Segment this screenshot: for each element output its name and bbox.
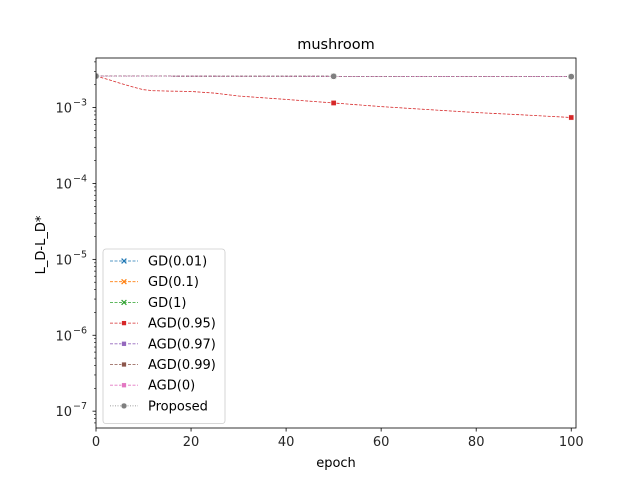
y-tick-label: 10 (55, 177, 72, 192)
series-agd-0-95-line (96, 75, 572, 118)
legend-gd-1-marker (121, 299, 127, 306)
x-tick-label: 100 (559, 435, 584, 450)
x-axis-label: epoch (316, 456, 356, 471)
legend-gd-0-1-label: GD(0.1) (148, 275, 199, 290)
legend-agd-0-97-label: AGD(0.97) (148, 337, 216, 352)
y-tick-exponent: −5 (73, 249, 87, 260)
legend-gd-0-01-label: GD(0.01) (148, 255, 207, 270)
legend-gd-1-label: GD(1) (148, 296, 187, 311)
y-tick-exponent: −6 (73, 325, 87, 336)
series-group (96, 72, 575, 121)
y-tick-exponent: −7 (73, 401, 87, 412)
legend-agd-0-marker (121, 382, 127, 388)
legend-agd-0-95-label: AGD(0.95) (148, 317, 216, 332)
series-agd-0-95-point (568, 114, 575, 121)
y-tick-label: 10 (55, 253, 72, 268)
series-agd-0-line (96, 75, 572, 77)
y-tick-label: 10 (55, 329, 72, 344)
chart-title: mushroom (297, 37, 375, 53)
legend-gd-0-1-marker (121, 278, 127, 285)
legend-agd-0-99-label: AGD(0.99) (148, 358, 216, 373)
legend-box (102, 248, 226, 425)
x-tick-label: 20 (183, 435, 200, 450)
y-tick-exponent: −3 (73, 98, 87, 109)
x-tick-label: 60 (373, 435, 390, 450)
y-tick-label: 10 (55, 102, 72, 117)
y-tick-exponent: −4 (73, 173, 87, 184)
legend-agd-0-95-marker (121, 320, 127, 326)
legend-agd-0-99-marker (121, 361, 127, 368)
legend-proposed-label: Proposed (148, 399, 208, 414)
x-tick-label: 0 (92, 435, 100, 450)
plot-area (96, 72, 575, 121)
series-agd-0-95-point (330, 100, 337, 106)
plot-frame (95, 57, 577, 429)
legend-agd-0-97-marker (121, 341, 127, 347)
legend-agd-0-label: AGD(0) (148, 379, 195, 394)
legend-gd-0-01-marker (121, 258, 127, 264)
y-tick-label: 10 (55, 405, 72, 420)
legend-gd-0-1-marker-stroke-b (121, 278, 127, 285)
series-proposed-point (330, 72, 337, 80)
series-proposed-point (567, 73, 575, 80)
x-tick-label: 40 (278, 435, 295, 450)
series-proposed-markers (96, 72, 575, 80)
legend: GD(0.01) GD(0.1) GD(1) AGD(0.95) AGD(0.97) AG… (102, 248, 226, 425)
legend-gd-1-marker-stroke-b (121, 299, 127, 306)
legend-proposed-marker (120, 402, 128, 410)
y-axis-label: L_D-L_D* (34, 215, 49, 274)
legend-gd-0-01-marker-stroke-b (121, 258, 127, 264)
x-tick-label: 80 (468, 435, 485, 450)
